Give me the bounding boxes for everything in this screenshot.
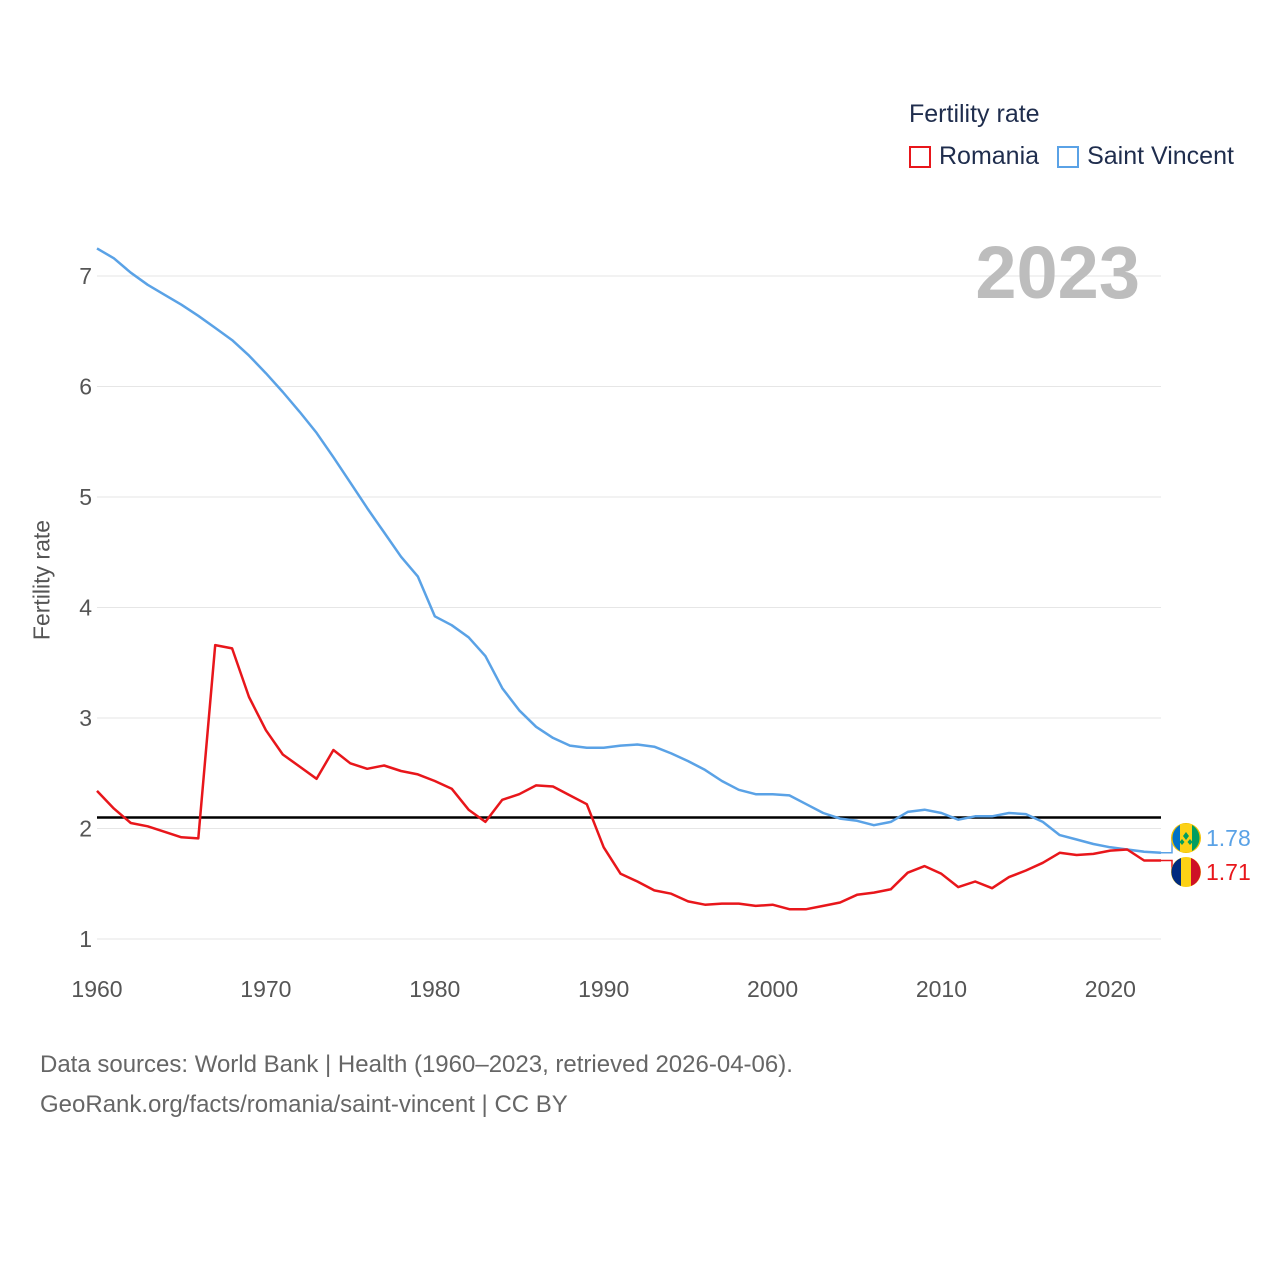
- y-tick-label: 3: [79, 705, 92, 731]
- legend-item-saint-vincent[interactable]: Saint Vincent: [1057, 142, 1234, 171]
- source-note: Data sources: World Bank | Health (1960–…: [40, 1045, 793, 1125]
- gridlines: [97, 275, 1161, 940]
- y-tick-label: 5: [79, 484, 92, 510]
- x-tick-label: 1980: [409, 976, 460, 1002]
- x-tick-label: 2010: [916, 976, 967, 1002]
- y-tick-label: 6: [79, 374, 92, 400]
- y-tick-label: 1: [79, 926, 92, 952]
- x-tick-label: 2020: [1085, 976, 1136, 1002]
- legend-title: Fertility rate: [909, 100, 1040, 128]
- y-tick-label: 2: [79, 816, 92, 842]
- x-tick-label: 1960: [71, 976, 122, 1002]
- legend: Romania Saint Vincent: [909, 142, 1252, 171]
- year-label: 2023: [975, 231, 1140, 314]
- x-axis-ticks: 1960 1970 1980 1990 2000 2010 2020: [71, 976, 1136, 1002]
- flag-saint-vincent-diamonds: [1179, 832, 1193, 845]
- legend-swatch-saint-vincent: [1057, 145, 1080, 168]
- source-line-1: Data sources: World Bank | Health (1960–…: [40, 1051, 793, 1078]
- flag-romania-yellow: [1181, 858, 1191, 886]
- y-axis-ticks: 1 2 3 4 5 6 7: [79, 263, 92, 952]
- x-tick-label: 1970: [240, 976, 291, 1002]
- flag-saint-vincent-blue: [1172, 825, 1180, 851]
- series-lines: [96, 247, 1162, 911]
- legend-label-saint-vincent: Saint Vincent: [1087, 142, 1234, 170]
- end-labels: 1.78 1.71: [1161, 823, 1251, 887]
- flag-romania-blue: [1171, 858, 1181, 886]
- legend-label-romania: Romania: [939, 142, 1040, 170]
- series-line-romania: [96, 643, 1161, 911]
- source-line-2: GeoRank.org/facts/romania/saint-vincent …: [40, 1091, 568, 1118]
- legend-swatch-romania: [909, 145, 931, 168]
- end-label-romania: 1.71: [1206, 859, 1251, 885]
- x-tick-label: 2000: [747, 976, 798, 1002]
- x-tick-label: 1990: [578, 976, 629, 1002]
- flag-romania-red: [1191, 858, 1201, 886]
- end-label-saint-vincent: 1.78: [1206, 825, 1251, 851]
- y-axis-label: Fertility rate: [28, 519, 55, 641]
- y-tick-label: 4: [79, 595, 92, 621]
- y-tick-label: 7: [79, 263, 92, 289]
- series-line-saint-vincent: [96, 247, 1162, 855]
- flag-saint-vincent-green: [1192, 825, 1200, 851]
- legend-item-romania[interactable]: Romania: [909, 142, 1039, 171]
